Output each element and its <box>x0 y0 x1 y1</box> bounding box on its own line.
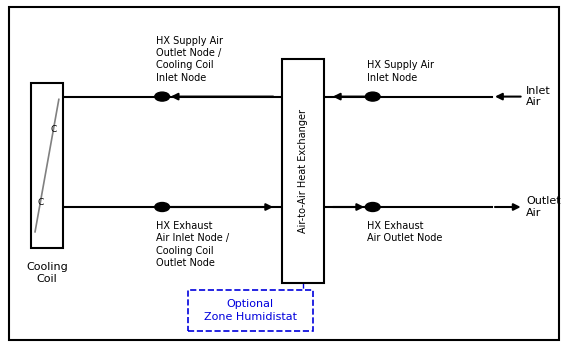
Text: Cooling
Coil: Cooling Coil <box>26 262 68 284</box>
Bar <box>188 290 313 331</box>
Text: HX Exhaust
Air Outlet Node: HX Exhaust Air Outlet Node <box>367 221 442 243</box>
Circle shape <box>155 92 170 101</box>
Text: HX Supply Air
Outlet Node /
Cooling Coil
Inlet Node: HX Supply Air Outlet Node / Cooling Coil… <box>156 36 224 83</box>
Circle shape <box>365 92 380 101</box>
Text: HX Exhaust
Air Inlet Node /
Cooling Coil
Outlet Node: HX Exhaust Air Inlet Node / Cooling Coil… <box>156 221 230 268</box>
Text: Optional
Zone Humidistat: Optional Zone Humidistat <box>204 299 297 322</box>
Circle shape <box>155 203 170 211</box>
Circle shape <box>365 203 380 211</box>
Text: Inlet
Air: Inlet Air <box>526 86 551 107</box>
Text: C: C <box>50 125 56 134</box>
Text: HX Supply Air
Inlet Node: HX Supply Air Inlet Node <box>367 60 434 83</box>
Text: C: C <box>38 198 44 207</box>
Text: Air-to-Air Heat Exchanger: Air-to-Air Heat Exchanger <box>298 109 308 233</box>
Bar <box>282 59 324 283</box>
Bar <box>31 83 63 248</box>
Text: Outlet
Air: Outlet Air <box>526 196 561 218</box>
